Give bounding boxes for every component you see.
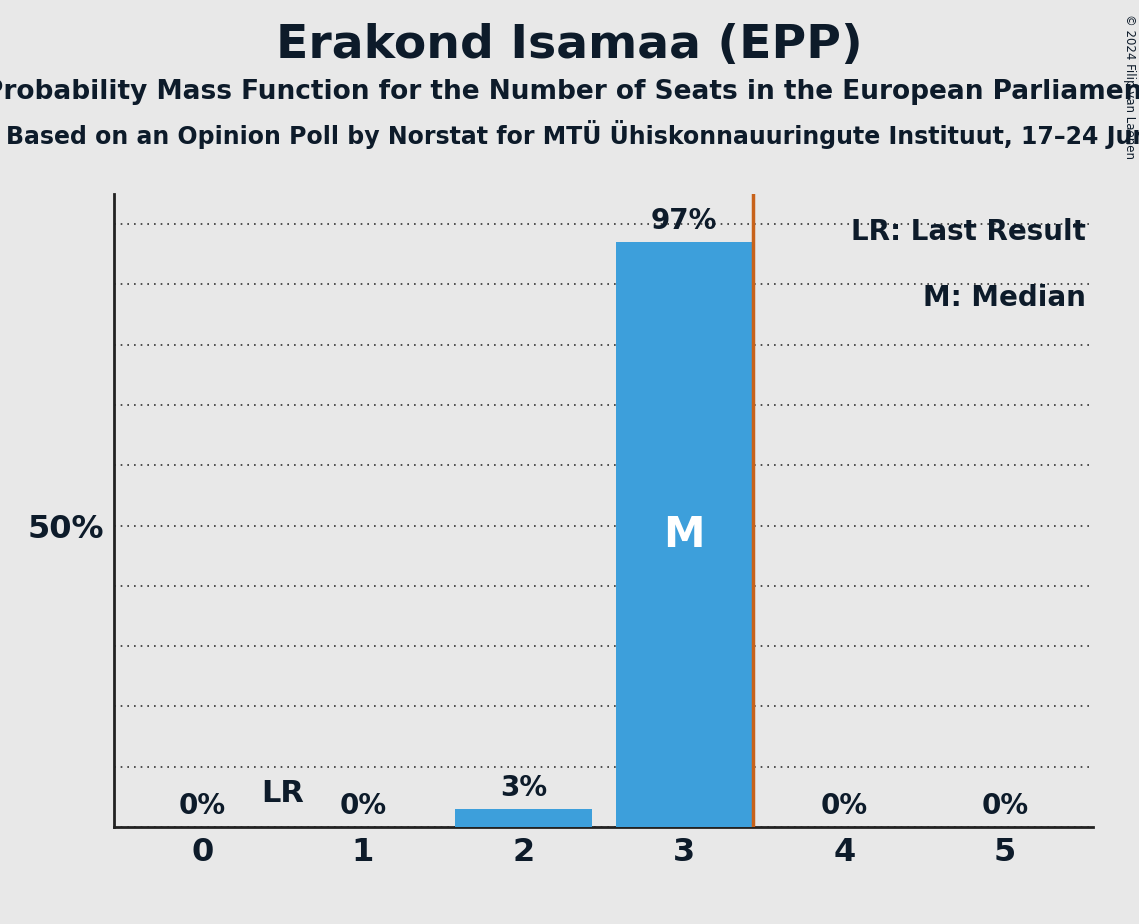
Text: Erakond Isamaa (EPP): Erakond Isamaa (EPP) [276,23,863,68]
Text: M: Median: M: Median [923,285,1085,312]
Text: LR: LR [261,779,304,808]
Bar [616,242,752,827]
Text: 3%: 3% [500,773,547,802]
Text: © 2024 Filip van Laenen: © 2024 Filip van Laenen [1123,14,1136,159]
Text: 0%: 0% [179,792,226,820]
Text: M: M [663,514,705,555]
Text: LR: Last Result: LR: Last Result [851,218,1085,246]
Text: 0%: 0% [982,792,1029,820]
Bar [456,808,591,827]
Text: 0%: 0% [339,792,386,820]
Text: 0%: 0% [821,792,868,820]
Text: Probability Mass Function for the Number of Seats in the European Parliament: Probability Mass Function for the Number… [0,79,1139,104]
Text: 97%: 97% [650,207,718,235]
Text: Based on an Opinion Poll by Norstat for MTÜ Ühiskonnauuringute Instituut, 17–24 : Based on an Opinion Poll by Norstat for … [6,120,1139,149]
